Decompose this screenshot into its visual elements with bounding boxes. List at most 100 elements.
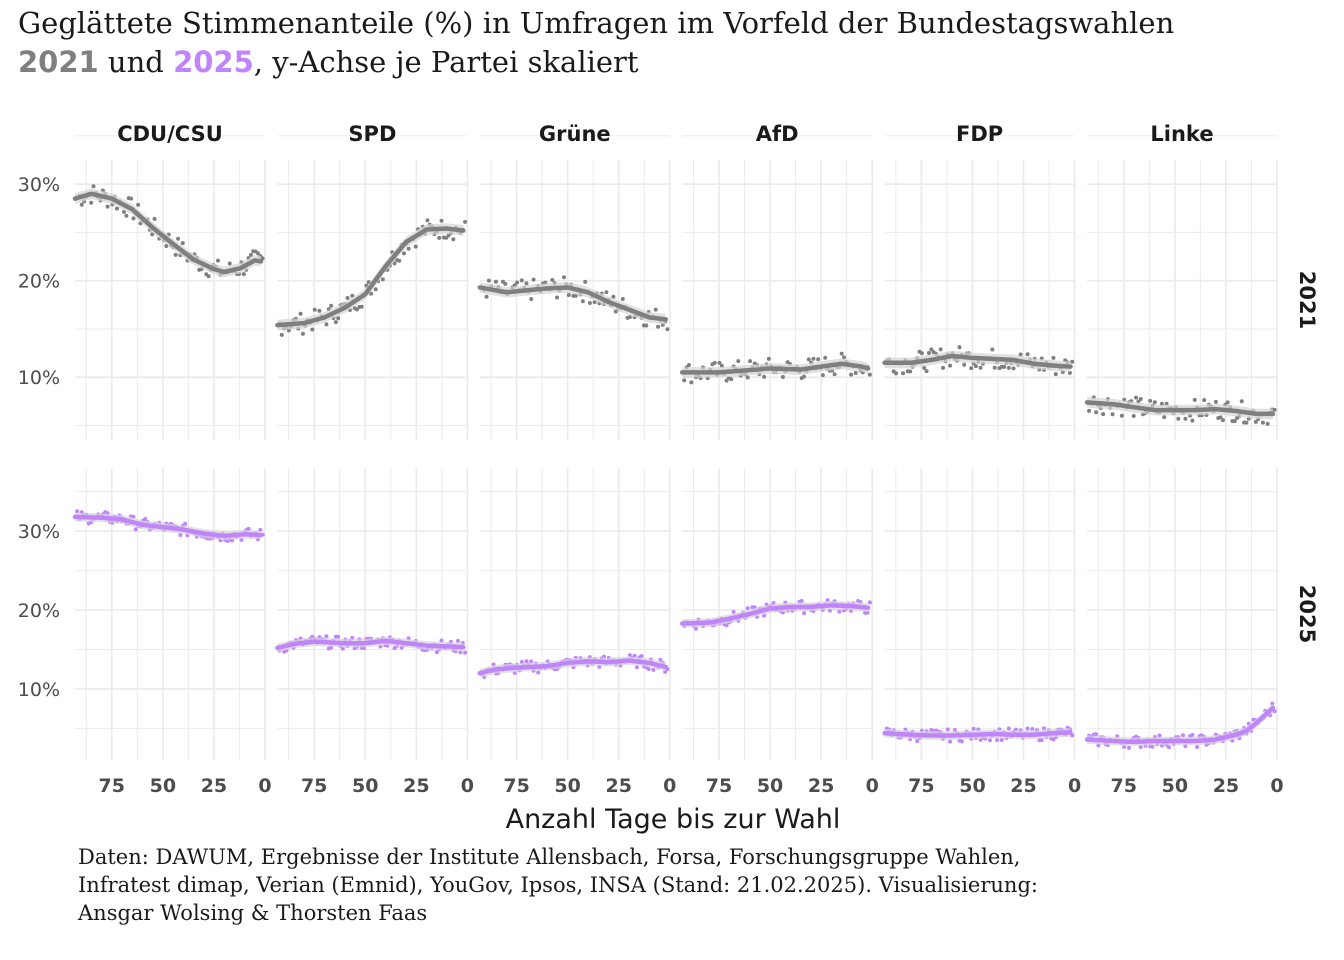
facet-column-label: Linke — [1150, 122, 1213, 146]
panel-gr-ne-2025 — [477, 468, 671, 760]
poll-point — [519, 278, 524, 283]
poll-point — [300, 331, 305, 336]
poll-point — [1148, 398, 1153, 403]
poll-point — [529, 296, 534, 301]
poll-point — [75, 509, 80, 514]
poll-point — [745, 606, 750, 611]
poll-point — [176, 236, 181, 241]
poll-point — [766, 356, 771, 361]
poll-point — [105, 204, 110, 209]
poll-point — [1087, 408, 1092, 413]
title-connector: und — [98, 45, 174, 79]
poll-point — [724, 623, 729, 628]
poll-point — [644, 323, 649, 328]
poll-point — [350, 293, 355, 298]
poll-point — [1134, 395, 1139, 400]
poll-point — [948, 739, 953, 744]
y-tick-label: 20% — [18, 600, 60, 622]
smooth-ribbon — [277, 223, 464, 331]
poll-point — [79, 202, 84, 207]
poll-point — [823, 355, 828, 360]
panel-gr-ne-2021 — [477, 135, 671, 440]
smooth-line — [477, 658, 668, 676]
panel-afd-2021 — [679, 135, 874, 440]
poll-point — [246, 526, 251, 531]
poll-point — [580, 299, 585, 304]
x-tick-label: 0 — [1270, 775, 1283, 797]
panel-fdp-2025 — [882, 468, 1076, 760]
poll-point — [463, 219, 468, 224]
facet-column-label: Grüne — [539, 122, 611, 146]
poll-point — [853, 371, 858, 376]
poll-point — [486, 278, 491, 283]
poll-point — [620, 296, 625, 301]
poll-point — [279, 332, 284, 337]
x-tick-label: 25 — [1213, 775, 1239, 797]
smooth-line — [275, 638, 466, 651]
poll-point — [439, 218, 444, 223]
poll-point — [999, 738, 1004, 743]
smooth-line — [679, 603, 871, 626]
poll-point — [832, 372, 837, 377]
poll-point — [1018, 352, 1023, 357]
poll-point — [1094, 410, 1099, 415]
smooth-line — [477, 285, 668, 322]
poll-point — [1195, 744, 1200, 749]
poll-point — [524, 281, 529, 286]
poll-point — [1190, 732, 1195, 737]
poll-point — [336, 316, 341, 321]
poll-point — [867, 372, 872, 377]
poll-point — [340, 646, 345, 651]
poll-point — [988, 738, 993, 743]
poll-point — [663, 669, 668, 674]
poll-point — [867, 600, 872, 605]
poll-point — [1190, 418, 1195, 423]
poll-point — [762, 374, 767, 379]
poll-point — [206, 274, 211, 279]
x-tick-label: 25 — [403, 775, 429, 797]
poll-point — [439, 638, 444, 643]
poll-point — [837, 609, 842, 614]
poll-point — [689, 380, 694, 385]
poll-point — [503, 281, 508, 286]
poll-point — [915, 739, 920, 744]
poll-point — [1025, 352, 1030, 357]
poll-point — [724, 378, 729, 383]
poll-point — [180, 241, 185, 246]
poll-point — [515, 280, 520, 285]
poll-point — [114, 206, 119, 211]
x-tick-label: 50 — [1162, 775, 1188, 797]
poll-point — [969, 366, 974, 371]
panel-linke-2021 — [1084, 135, 1278, 440]
smooth-line — [882, 353, 1073, 369]
poll-point — [799, 599, 804, 604]
poll-point — [227, 261, 232, 266]
x-tick-label: 0 — [461, 775, 474, 797]
panel-cdu-csu-2025 — [72, 468, 266, 760]
poll-point — [1162, 415, 1167, 420]
poll-point — [1166, 745, 1171, 750]
poll-point — [811, 356, 816, 361]
poll-point — [324, 634, 329, 639]
poll-point — [345, 296, 350, 301]
poll-point — [731, 609, 736, 614]
poll-point — [1152, 400, 1157, 405]
panel-fdp-2021 — [882, 135, 1076, 440]
poll-point — [401, 251, 406, 256]
poll-point — [816, 357, 821, 362]
poll-point — [1006, 726, 1011, 731]
facet-column-label: CDU/CSU — [117, 122, 223, 146]
smooth-line — [72, 514, 264, 539]
poll-point — [1270, 701, 1275, 706]
smooth-ribbon — [479, 282, 666, 325]
x-tick-label: 50 — [554, 775, 580, 797]
poll-point — [324, 322, 329, 327]
poll-point — [1220, 418, 1225, 423]
poll-point — [1002, 364, 1007, 369]
title-rest: , y-Achse je Partei skaliert — [253, 45, 639, 79]
poll-point — [425, 218, 430, 223]
caption-line-2: Infratest dimap, Verian (Emnid), YouGov,… — [78, 873, 1038, 897]
poll-point — [941, 365, 946, 370]
poll-point — [183, 521, 188, 526]
poll-point — [91, 184, 96, 189]
